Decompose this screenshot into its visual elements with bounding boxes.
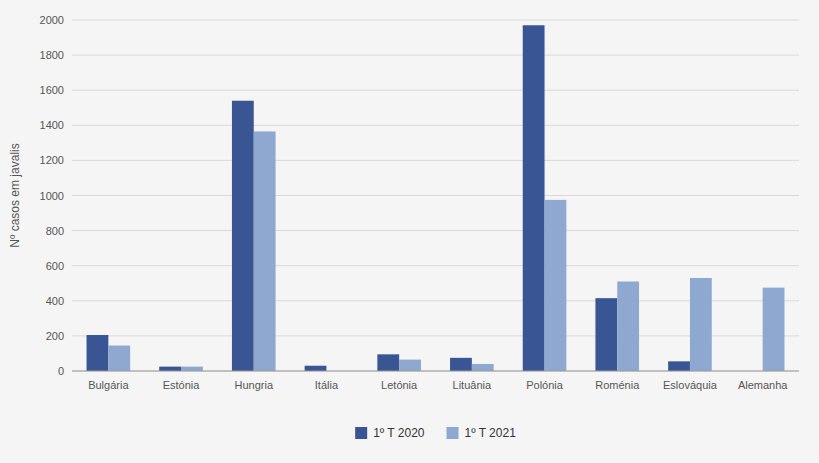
bar xyxy=(763,288,785,371)
bar xyxy=(690,278,712,371)
bar xyxy=(399,360,421,371)
bars xyxy=(87,25,785,371)
legend-label: 1º T 2021 xyxy=(465,426,517,440)
grid-line xyxy=(72,90,799,91)
y-tick-label: 800 xyxy=(46,225,64,237)
legend-item: 1º T 2020 xyxy=(355,426,425,440)
grid-line xyxy=(72,265,799,266)
bar xyxy=(595,298,617,371)
legend-item: 1º T 2021 xyxy=(447,426,517,440)
grid-line xyxy=(72,195,799,196)
background xyxy=(0,0,819,463)
chart-container: 0 200 400 600 800 1000 1200 1400 1600 1800 2000 Nº … xyxy=(0,0,819,463)
y-axis: 0 200 400 600 800 1000 1200 1400 1600 1800 2000 xyxy=(40,14,799,377)
y-tick-label: 0 xyxy=(58,365,64,377)
legend: 1º T 2020 1º T 2021 xyxy=(355,426,516,440)
bar xyxy=(545,200,567,371)
grid-line xyxy=(72,55,799,56)
bar xyxy=(159,367,181,371)
x-tick-label: Alemanha xyxy=(738,379,788,391)
legend-label: 1º T 2020 xyxy=(373,426,425,440)
bar xyxy=(305,366,327,371)
x-axis: Bulgária Estónia Hungria Itália Letónia Lituâ… xyxy=(88,379,788,391)
bar xyxy=(668,361,690,371)
bar xyxy=(87,335,109,371)
y-tick-label: 1200 xyxy=(40,154,64,166)
y-tick-label: 600 xyxy=(46,260,64,272)
x-tick-label: Polónia xyxy=(526,379,564,391)
bar xyxy=(472,364,494,371)
bar xyxy=(617,281,639,371)
y-tick-label: 1600 xyxy=(40,84,64,96)
bar xyxy=(523,25,545,371)
y-tick-label: 2000 xyxy=(40,14,64,26)
bar xyxy=(254,131,276,371)
grid-line xyxy=(72,20,799,21)
x-tick-label: Roménia xyxy=(595,379,640,391)
y-tick-label: 200 xyxy=(46,330,64,342)
y-tick-label: 1800 xyxy=(40,49,64,61)
y-tick-label: 1000 xyxy=(40,190,64,202)
bar xyxy=(108,346,130,371)
x-tick-label: Estónia xyxy=(163,379,201,391)
x-tick-label: Hungria xyxy=(234,379,273,391)
grid-line xyxy=(72,371,799,372)
grid-line xyxy=(72,160,799,161)
chart: 0 200 400 600 800 1000 1200 1400 1600 1800 2000 Nº … xyxy=(0,0,819,463)
bar xyxy=(377,354,399,371)
legend-swatch xyxy=(447,427,459,439)
x-tick-label: Eslováquia xyxy=(663,379,718,391)
bar xyxy=(181,367,203,371)
x-tick-label: Letónia xyxy=(381,379,418,391)
legend-swatch xyxy=(355,427,367,439)
x-tick-label: Lituânia xyxy=(453,379,492,391)
x-axis-line xyxy=(72,371,799,372)
y-tick-label: 400 xyxy=(46,295,64,307)
y-tick-label: 1400 xyxy=(40,119,64,131)
bar xyxy=(232,101,254,371)
y-axis-label: Nº casos em javalis xyxy=(8,143,22,247)
x-tick-label: Bulgária xyxy=(88,379,129,391)
grid-line xyxy=(72,230,799,231)
grid-line xyxy=(72,125,799,126)
bar xyxy=(450,358,472,371)
x-tick-label: Itália xyxy=(315,379,339,391)
